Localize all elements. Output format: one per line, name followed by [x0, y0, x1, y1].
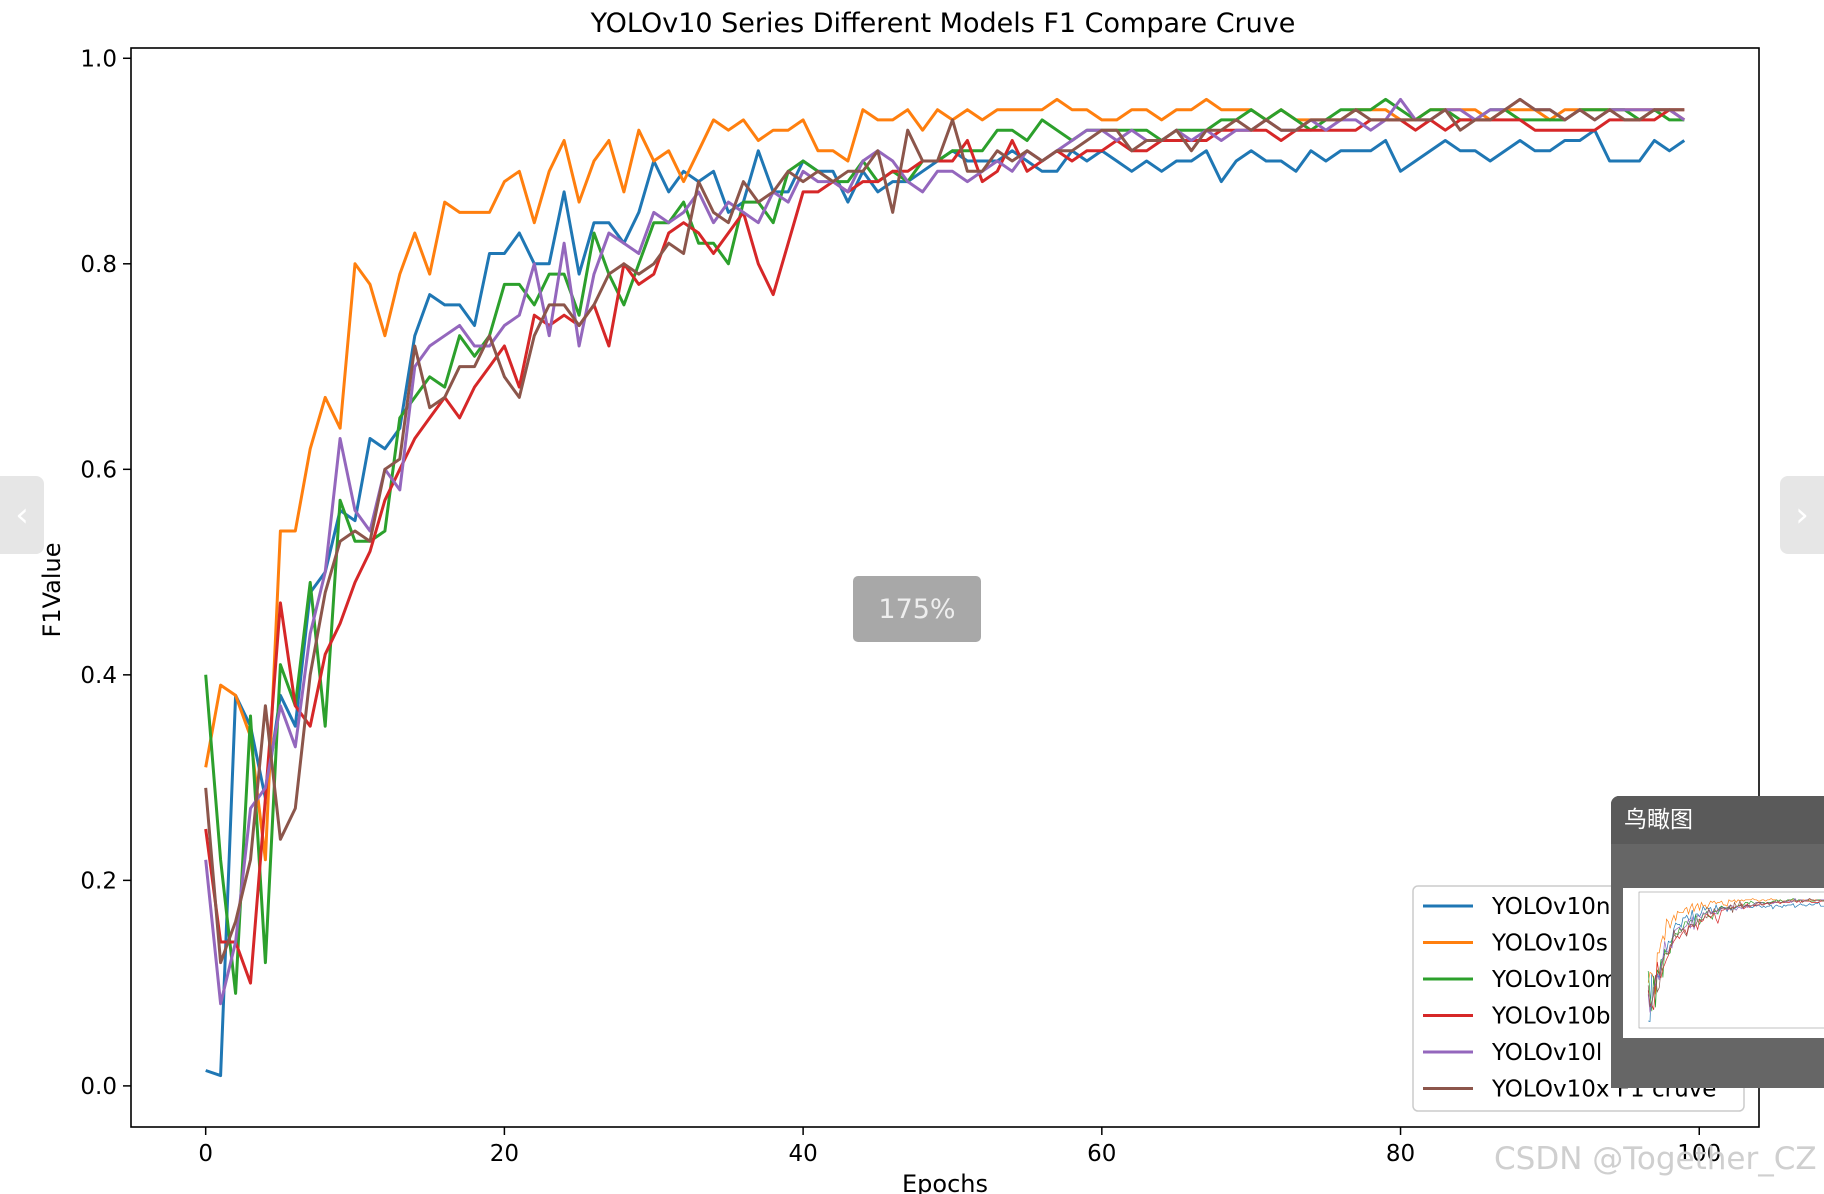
y-tick-label: 0.6: [80, 457, 117, 483]
prev-image-button[interactable]: ‹: [0, 476, 44, 554]
thumbnail-frame: [1638, 891, 1824, 1029]
x-tick-label: 0: [198, 1141, 213, 1167]
y-tick-label: 0.8: [80, 252, 117, 278]
series-line-5: [204, 97, 1685, 965]
thumbnail-series-1: [1647, 898, 1824, 995]
y-tick-label: 0.0: [80, 1074, 117, 1100]
x-tick-label: 80: [1386, 1141, 1415, 1167]
chevron-left-icon: ‹: [15, 495, 29, 535]
series-line-2: [204, 97, 1685, 995]
x-tick-label: 60: [1087, 1141, 1116, 1167]
birdseye-panel[interactable]: 鸟瞰图: [1611, 796, 1824, 1088]
series-layer: [204, 97, 1686, 1078]
thumbnail-series-4: [1647, 897, 1824, 1013]
thumbnail-series-2: [1647, 898, 1824, 1012]
plot-frame: [130, 47, 1760, 1128]
birdseye-title: 鸟瞰图: [1611, 796, 1824, 844]
zoom-level-text: 175%: [878, 593, 956, 625]
y-tick-label: 0.2: [80, 868, 117, 894]
y-tick-label: 1.0: [80, 46, 117, 72]
chevron-right-icon: ›: [1795, 495, 1809, 535]
thumbnail-series-3: [1647, 900, 1824, 1011]
x-axis: 0 20 40 60 80 100: [198, 1127, 1721, 1167]
y-axis-label: F1Value: [38, 543, 66, 638]
x-axis-label: Epochs: [902, 1170, 988, 1194]
next-image-button[interactable]: ›: [1780, 476, 1824, 554]
y-axis: 0.0 0.2 0.4 0.6 0.8 1.0: [80, 46, 131, 1100]
chart-title: YOLOv10 Series Different Models F1 Compa…: [590, 8, 1296, 39]
x-tick-label: 40: [788, 1141, 817, 1167]
watermark: CSDN @Together_CZ: [1494, 1141, 1817, 1177]
series-line-3: [204, 108, 1685, 985]
x-tick-label: 100: [1677, 1141, 1721, 1167]
y-tick-label: 0.4: [80, 663, 117, 689]
thumbnail-series-5: [1647, 898, 1824, 1008]
x-tick-label: 20: [490, 1141, 519, 1167]
thumbnail-series-0: [1648, 901, 1824, 1022]
zoom-level-indicator: 175%: [853, 576, 981, 642]
birdseye-thumbnail-chart: [1638, 891, 1824, 1029]
birdseye-thumbnail[interactable]: [1623, 888, 1824, 1038]
